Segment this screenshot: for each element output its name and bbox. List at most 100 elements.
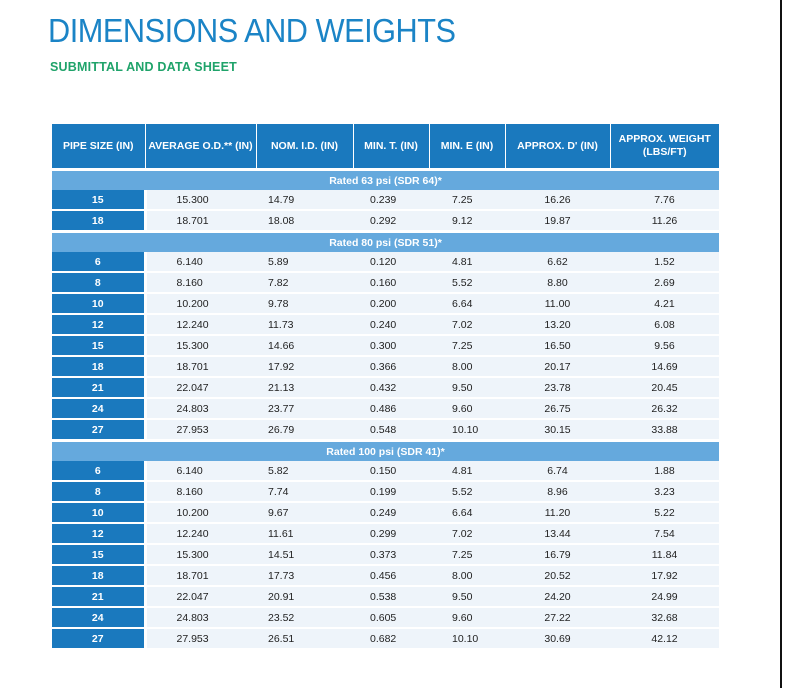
pipe-size-cell: 10	[52, 502, 147, 524]
table-row: 12 12.240 11.73 0.240 7.02 13.20 6.08	[52, 314, 719, 336]
min-t-cell: 0.366	[353, 356, 429, 378]
min-e-cell: 5.52	[429, 272, 505, 294]
approx-weight-cell: 1.52	[610, 252, 719, 273]
min-e-cell: 10.10	[429, 628, 505, 650]
pipe-size-cell: 18	[52, 356, 147, 378]
approx-d-cell: 11.00	[505, 293, 610, 315]
pipe-size-cell: 15	[52, 544, 147, 566]
table-row: 27 27.953 26.79 0.548 10.10 30.15 33.88	[52, 419, 719, 442]
min-e-cell: 4.81	[429, 252, 505, 273]
min-e-cell: 7.25	[429, 335, 505, 357]
min-e-cell: 9.60	[429, 398, 505, 420]
approx-weight-cell: 26.32	[610, 398, 719, 420]
column-header-approx-d: APPROX. D' (IN)	[505, 124, 611, 170]
nom-id-cell: 14.51	[256, 544, 353, 566]
section-label: Rated 63 psi (SDR 64)*	[52, 168, 719, 190]
min-t-cell: 0.432	[353, 377, 429, 399]
table-row: 27 27.953 26.51 0.682 10.10 30.69 42.12	[52, 628, 719, 650]
pipe-size-cell: 15	[52, 335, 147, 357]
table-row: 6 6.140 5.89 0.120 4.81 6.62 1.52	[52, 252, 719, 273]
average-od-cell: 6.140	[145, 461, 256, 482]
min-e-cell: 9.12	[429, 210, 505, 233]
column-header-min-e: MIN. E (IN)	[429, 124, 506, 170]
approx-d-cell: 26.75	[505, 398, 610, 420]
approx-weight-cell: 11.26	[610, 210, 719, 233]
average-od-cell: 10.200	[145, 502, 256, 524]
table-row: 15 15.300 14.51 0.373 7.25 16.79 11.84	[52, 544, 719, 566]
min-t-cell: 0.249	[353, 502, 429, 524]
average-od-cell: 22.047	[145, 586, 256, 608]
average-od-cell: 27.953	[145, 628, 256, 650]
min-e-cell: 8.00	[429, 356, 505, 378]
average-od-cell: 12.240	[145, 314, 256, 336]
min-e-cell: 5.52	[429, 481, 505, 503]
page-title: DIMENSIONS AND WEIGHTS	[48, 12, 456, 49]
approx-weight-cell: 1.88	[610, 461, 719, 482]
approx-weight-cell: 6.08	[610, 314, 719, 336]
min-t-cell: 0.299	[353, 523, 429, 545]
table-row: 18 18.701 17.92 0.366 8.00 20.17 14.69	[52, 356, 719, 378]
section-row: Rated 80 psi (SDR 51)*	[52, 230, 719, 252]
min-t-cell: 0.538	[353, 586, 429, 608]
min-t-cell: 0.150	[353, 461, 429, 482]
nom-id-cell: 21.13	[256, 377, 353, 399]
pipe-size-cell: 18	[52, 565, 147, 587]
min-e-cell: 6.64	[429, 502, 505, 524]
pipe-size-cell: 8	[52, 481, 147, 503]
pipe-size-cell: 6	[52, 461, 147, 482]
min-t-cell: 0.240	[353, 314, 429, 336]
column-header-average-od: AVERAGE O.D.** (IN)	[145, 124, 257, 170]
pipe-size-cell: 24	[52, 607, 147, 629]
min-e-cell: 9.50	[429, 586, 505, 608]
table-row: 8 8.160 7.74 0.199 5.52 8.96 3.23	[52, 481, 719, 503]
column-header-approx-weight: APPROX. WEIGHT (LBS/FT)	[610, 124, 719, 170]
approx-weight-cell: 5.22	[610, 502, 719, 524]
min-t-cell: 0.239	[353, 190, 429, 211]
average-od-cell: 18.701	[145, 565, 256, 587]
page-border	[780, 0, 782, 688]
approx-weight-cell: 24.99	[610, 586, 719, 608]
pipe-size-cell: 21	[52, 377, 147, 399]
min-t-cell: 0.120	[353, 252, 429, 273]
approx-weight-cell: 4.21	[610, 293, 719, 315]
min-t-cell: 0.548	[353, 419, 429, 442]
min-t-cell: 0.200	[353, 293, 429, 315]
column-header-min-t: MIN. T. (IN)	[353, 124, 430, 170]
nom-id-cell: 7.74	[256, 481, 353, 503]
table-row: 18 18.701 17.73 0.456 8.00 20.52 17.92	[52, 565, 719, 587]
approx-weight-cell: 32.68	[610, 607, 719, 629]
approx-weight-cell: 2.69	[610, 272, 719, 294]
pipe-size-cell: 10	[52, 293, 147, 315]
min-e-cell: 7.25	[429, 544, 505, 566]
min-t-cell: 0.486	[353, 398, 429, 420]
approx-d-cell: 19.87	[505, 210, 610, 233]
average-od-cell: 18.701	[145, 210, 256, 233]
min-e-cell: 8.00	[429, 565, 505, 587]
approx-d-cell: 8.80	[505, 272, 610, 294]
approx-d-cell: 16.50	[505, 335, 610, 357]
average-od-cell: 27.953	[145, 419, 256, 442]
approx-weight-cell: 20.45	[610, 377, 719, 399]
approx-d-cell: 23.78	[505, 377, 610, 399]
approx-d-cell: 6.62	[505, 252, 610, 273]
column-header-nom-id: NOM. I.D. (IN)	[256, 124, 354, 170]
nom-id-cell: 26.79	[256, 419, 353, 442]
min-t-cell: 0.682	[353, 628, 429, 650]
approx-d-cell: 20.17	[505, 356, 610, 378]
nom-id-cell: 17.73	[256, 565, 353, 587]
average-od-cell: 15.300	[145, 544, 256, 566]
pipe-size-cell: 8	[52, 272, 147, 294]
table-row: 12 12.240 11.61 0.299 7.02 13.44 7.54	[52, 523, 719, 545]
table-body: Rated 63 psi (SDR 64)* 15 15.300 14.79 0.239…	[52, 168, 719, 650]
average-od-cell: 10.200	[145, 293, 256, 315]
approx-weight-cell: 3.23	[610, 481, 719, 503]
min-t-cell: 0.373	[353, 544, 429, 566]
nom-id-cell: 11.73	[256, 314, 353, 336]
approx-weight-cell: 7.54	[610, 523, 719, 545]
min-e-cell: 7.02	[429, 523, 505, 545]
approx-d-cell: 27.22	[505, 607, 610, 629]
min-t-cell: 0.605	[353, 607, 429, 629]
min-t-cell: 0.160	[353, 272, 429, 294]
average-od-cell: 24.803	[145, 398, 256, 420]
table-row: 21 22.047 20.91 0.538 9.50 24.20 24.99	[52, 586, 719, 608]
